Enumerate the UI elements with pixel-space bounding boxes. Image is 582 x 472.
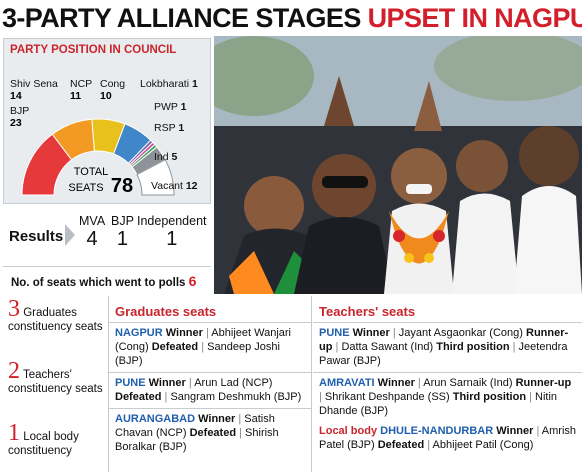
- slice-label-shiv-sena: Shiv Sena: [10, 78, 58, 90]
- entry-third-label: Third position: [436, 341, 510, 353]
- entry-winner: Jayant Asgaonkar (Cong): [398, 327, 523, 339]
- entry-defeated: Sangram Deshmukh (BJP): [170, 391, 302, 403]
- local-body-label: Local body: [319, 425, 378, 437]
- teachers-entry: AMRAVATI Winner | Arun Sarnaik (Ind) Run…: [313, 372, 582, 422]
- entry-place: DHULE-NANDURBAR: [380, 425, 494, 437]
- polls-line: No. of seats which went to polls 6: [3, 266, 211, 292]
- entry-winner: Arun Sarnaik (Ind): [423, 377, 513, 389]
- seats-panel: Graduates seats NAGPUR Winner | Abhijeet…: [108, 296, 582, 472]
- total-value: 78: [111, 175, 133, 197]
- entry-winner-label: Winner: [148, 377, 186, 389]
- results-independent: Independent 1: [137, 214, 207, 250]
- total-label-2: SEATS: [68, 182, 103, 194]
- chart-title: PARTY POSITION IN COUNCIL: [10, 44, 177, 56]
- celebration-photo-art: [214, 36, 582, 294]
- slice-label-pwp: PWP 1: [154, 101, 187, 113]
- total-label: TOTAL: [74, 166, 108, 178]
- entry-defeated: Shirish Boralkar (BJP): [115, 427, 279, 453]
- entry-third-label: Third position: [452, 391, 527, 403]
- teachers-heading: Teachers' seats: [319, 304, 416, 319]
- constituency-local-text: Local body constituency: [8, 431, 79, 457]
- results-bjp-head: BJP: [111, 214, 134, 228]
- entry-winner: Arun Lad (NCP): [194, 377, 273, 389]
- polls-label: No. of seats which went to polls: [11, 277, 186, 289]
- constituency-teachers: 2 Teachers' constituency seats: [8, 358, 108, 396]
- entry-third: Jeetendra Pawar (BJP): [319, 341, 568, 367]
- slice-label-lokbharati: Lokbharati 1: [140, 78, 198, 90]
- entry-winner: Amrish Patel (BJP): [319, 425, 577, 451]
- entry-runner-label: Runner-up: [319, 327, 569, 353]
- entry-place: AMRAVATI: [319, 377, 375, 389]
- slice-label-ind: Ind 5: [154, 151, 178, 163]
- constituency-local: 1 Local body constituency: [8, 420, 108, 458]
- polls-text: No. of seats which went to polls 6: [11, 273, 196, 289]
- entry-runner: Datta Sawant (Ind): [341, 341, 434, 353]
- graduates-column: Graduates seats NAGPUR Winner | Abhijeet…: [109, 296, 312, 472]
- entry-defeated: Abhijeet Patil (Cong): [432, 439, 534, 451]
- slice-label-bjp: BJP: [10, 105, 29, 117]
- council-chart: PARTY POSITION IN COUNCIL BJP 23 Shiv Sena…: [3, 38, 211, 204]
- results-independent-value: 1: [166, 228, 178, 250]
- slice-label-rsp: RSP 1: [154, 122, 184, 134]
- results-mva-value: 4: [86, 228, 98, 250]
- results-label: Results: [9, 228, 64, 245]
- slice-value-ncp: 11: [70, 90, 81, 102]
- arrow-icon: [65, 224, 75, 246]
- headline-red: UPSET IN NAGPUR: [367, 3, 582, 33]
- slice-value-shiv-sena: 14: [10, 90, 22, 102]
- left-panel: PARTY POSITION IN COUNCIL BJP 23 Shiv Sena…: [0, 36, 214, 472]
- local-body-entry: Local body DHULE-NANDURBAR Winner | Amri…: [319, 425, 577, 451]
- results-bjp-value: 1: [116, 228, 129, 250]
- entry-place: PUNE: [319, 327, 350, 339]
- slice-value-bjp: 23: [10, 117, 22, 129]
- constituency-graduates-text: Graduates constituency seats: [8, 307, 103, 333]
- results-bjp: BJP 1: [111, 214, 134, 250]
- results-mva-head: MVA: [79, 214, 106, 228]
- entry-winner: Satish Chavan (NCP): [115, 413, 275, 439]
- entry-runner: Shrikant Deshpande (SS): [324, 391, 450, 403]
- teachers-entry: PUNE Winner | Jayant Asgaonkar (Cong) Ru…: [313, 322, 582, 372]
- entry-defeated-label: Defeated: [151, 341, 199, 353]
- results-independent-head: Independent: [137, 214, 207, 228]
- headline-black: 3-PARTY ALLIANCE STAGES: [2, 3, 361, 33]
- entry-runner-label: Runner-up: [515, 377, 572, 389]
- slice-label-cong: Cong: [100, 78, 125, 90]
- results-panel: Results MVA 4 BJP 1 Independent 1: [3, 208, 211, 264]
- entry-winner-label: Winner: [352, 327, 390, 339]
- graduates-heading: Graduates seats: [115, 304, 217, 319]
- slice-vacant: [136, 159, 175, 196]
- constituency-teachers-num: 2: [8, 358, 20, 384]
- entry-defeated-label: Defeated: [377, 439, 425, 451]
- slice-label-ncp: NCP: [70, 78, 92, 90]
- entry-place: AURANGABAD: [115, 413, 196, 425]
- constituency-teachers-text: Teachers' constituency seats: [8, 369, 103, 395]
- slice-value-cong: 10: [100, 90, 112, 102]
- entry-place: PUNE: [115, 377, 146, 389]
- entry-defeated: Sandeep Joshi (BJP): [115, 341, 280, 367]
- constituency-local-num: 1: [8, 420, 20, 446]
- graduates-entry: PUNE Winner | Arun Lad (NCP) Defeated | …: [109, 372, 311, 408]
- graduates-entry: NAGPUR Winner | Abhijeet Wanjari (Cong) …: [109, 322, 311, 372]
- slice-label-vacant: Vacant 12: [151, 180, 198, 192]
- results-mva: MVA 4: [79, 214, 105, 250]
- entry-winner-label: Winner: [198, 413, 236, 425]
- teachers-column: Teachers' seats PUNE Winner | Jayant Asg…: [313, 296, 582, 472]
- constituency-graduates-num: 3: [8, 296, 20, 322]
- entry-defeated-label: Defeated: [115, 391, 162, 403]
- entry-place: NAGPUR: [115, 327, 163, 339]
- polls-value: 6: [188, 273, 197, 289]
- entry-winner: Abhijeet Wanjari (Cong): [115, 327, 291, 353]
- constituency-graduates: 3 Graduates constituency seats: [8, 296, 108, 334]
- entry-winner-label: Winner: [496, 425, 534, 437]
- entry-defeated-label: Defeated: [189, 427, 237, 439]
- celebration-photo: [214, 36, 582, 294]
- entry-third: Nitin Dhande (BJP): [319, 391, 558, 417]
- headline: 3-PARTY ALLIANCE STAGES UPSET IN NAGPUR: [0, 0, 582, 36]
- entry-winner-label: Winner: [377, 377, 415, 389]
- entry-winner-label: Winner: [165, 327, 203, 339]
- graduates-entry: AURANGABAD Winner | Satish Chavan (NCP) …: [109, 408, 311, 458]
